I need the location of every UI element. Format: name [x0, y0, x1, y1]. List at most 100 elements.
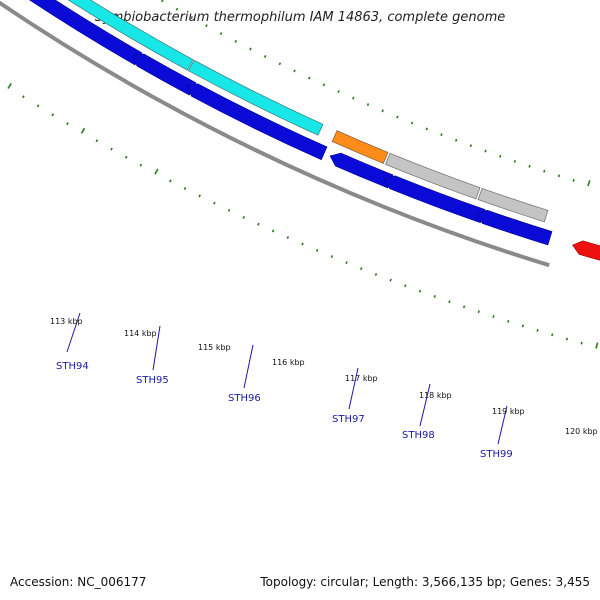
leader-sth98 — [419, 383, 431, 427]
gc-tick-inner — [528, 164, 531, 168]
leader-sth95 — [152, 325, 161, 371]
gc-tick-inner — [410, 121, 414, 125]
map-title: Symbiobacterium thermophilum IAM 14863, … — [94, 10, 506, 25]
leader-sth94 — [66, 312, 81, 353]
gc-tick-outer — [271, 229, 275, 233]
gc-tick-outer — [80, 127, 86, 134]
gc-tick-inner — [587, 180, 591, 187]
gc-tick-inner — [440, 133, 443, 137]
gc-tick-outer — [315, 248, 319, 252]
gc-tick-outer — [242, 215, 245, 219]
gc-tick-inner — [499, 154, 502, 158]
gc-tick-outer — [36, 104, 40, 108]
kbp-label-119: 119 kbp — [492, 407, 525, 416]
kbp-label-120: 120 kbp — [565, 427, 598, 436]
gc-tick-outer — [154, 168, 159, 175]
gc-tick-inner — [366, 103, 370, 107]
gc-tick-inner — [381, 109, 384, 113]
accession-text: Accession: NC_006177 — [10, 575, 147, 589]
gc-tick-outer — [345, 261, 348, 265]
kbp-label-116: 116 kbp — [272, 358, 305, 367]
gc-tick-outer — [507, 319, 510, 323]
gene-label-sth95[interactable]: STH95 — [136, 375, 169, 386]
gc-tick-outer — [257, 222, 260, 226]
gc-tick-outer — [360, 267, 363, 271]
gc-tick-outer — [521, 324, 525, 328]
reverse-cds-orange[interactable] — [331, 130, 389, 165]
leader-sth96 — [243, 344, 254, 389]
gc-tick-outer — [66, 122, 69, 126]
gc-tick-outer — [7, 83, 12, 89]
gc-tick-outer — [227, 208, 231, 212]
gc-tick-inner — [234, 39, 238, 43]
gene-label-sth96[interactable]: STH96 — [228, 393, 261, 404]
kbp-label-118: 118 kbp — [419, 391, 452, 400]
gc-tick-inner — [572, 178, 575, 182]
gc-tick-outer — [565, 337, 569, 341]
gc-tick-outer — [286, 236, 290, 240]
feature-tracks — [0, 0, 600, 445]
gc-tick-inner — [484, 149, 487, 153]
reverse-cds-gray-1[interactable] — [384, 152, 481, 200]
gc-tick-outer — [198, 194, 201, 198]
gc-tick-outer — [168, 179, 172, 183]
forward-cds-7[interactable] — [475, 209, 553, 246]
gc-tick-outer — [536, 328, 539, 332]
reverse-cds-cyan-1[interactable] — [23, 0, 194, 71]
gc-tick-outer — [139, 163, 143, 167]
gc-tick-outer — [418, 289, 422, 293]
gc-tick-outer — [110, 147, 113, 151]
genome-summary-text: Topology: circular; Length: 3,566,135 bp… — [260, 575, 590, 589]
gc-tick-outer — [374, 272, 378, 276]
gc-tick-outer — [213, 201, 216, 205]
gene-label-sth94[interactable]: STH94 — [56, 361, 89, 372]
gc-tick-inner — [263, 54, 267, 58]
gc-tick-outer — [51, 113, 55, 117]
gc-tick-outer — [462, 305, 466, 309]
gc-tick-outer — [95, 139, 99, 143]
gene-label-sth98[interactable]: STH98 — [402, 430, 435, 441]
gc-tick-inner — [278, 62, 282, 66]
gc-tick-outer — [389, 278, 392, 282]
gc-tick-inner — [205, 24, 208, 28]
gc-tick-outer — [580, 341, 583, 345]
kbp-label-115: 115 kbp — [198, 343, 231, 352]
gc-tick-outer — [433, 295, 436, 298]
gc-tick-inner — [249, 47, 252, 51]
gc-tick-inner — [425, 127, 428, 131]
labels-layer: 113 kbp 114 kbp 115 kbp 116 kbp 117 kbp … — [50, 317, 598, 460]
gc-tick-outer — [330, 255, 334, 259]
gc-tick-outer — [448, 300, 451, 304]
gc-tick-outer — [492, 315, 495, 319]
gc-tick-inner — [337, 90, 340, 94]
gc-tick-inner — [219, 32, 223, 36]
gc-tick-inner — [469, 144, 473, 148]
gc-tick-outer — [595, 342, 599, 349]
backbone-ring — [0, 0, 550, 268]
gc-tick-inner — [513, 159, 517, 163]
gc-tick-inner — [161, 0, 164, 3]
gc-tick-inner — [557, 174, 561, 178]
reverse-cds-gray-2[interactable] — [477, 187, 549, 223]
gc-tick-inner — [322, 83, 326, 87]
gc-tick-outer — [183, 186, 187, 190]
gc-tick-inner — [352, 96, 355, 100]
gc-content-track — [7, 0, 599, 349]
reverse-cds-cyan-2[interactable] — [187, 59, 324, 136]
gc-tick-inner — [396, 115, 399, 119]
gc-tick-inner — [307, 76, 311, 80]
gc-tick-outer — [404, 284, 407, 288]
gc-tick-inner — [454, 138, 458, 142]
gc-tick-outer — [477, 310, 480, 314]
gc-tick-outer — [301, 242, 304, 246]
gc-tick-outer — [551, 333, 554, 337]
leader-sth99 — [497, 405, 508, 445]
gc-tick-outer — [124, 155, 128, 159]
forward-cds-red[interactable] — [572, 240, 600, 261]
gc-tick-inner — [543, 169, 546, 173]
forward-cds-4[interactable] — [186, 83, 328, 161]
gc-tick-outer — [22, 95, 25, 99]
gene-label-sth97[interactable]: STH97 — [332, 414, 365, 425]
gene-label-sth99[interactable]: STH99 — [480, 449, 513, 460]
